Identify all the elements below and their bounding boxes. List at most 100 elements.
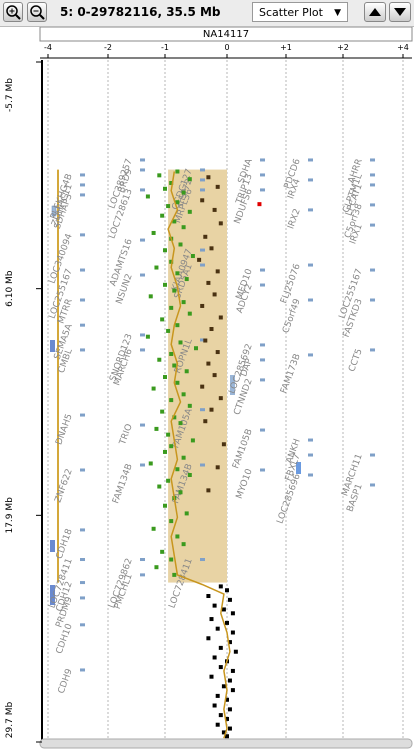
gene-label: TRIO [118, 423, 135, 448]
data-point [181, 190, 186, 195]
data-point [212, 207, 217, 212]
data-point [163, 282, 167, 287]
gene-marker [308, 208, 313, 212]
y-tick-label: 29.7 Mb [5, 702, 15, 739]
data-point [163, 248, 167, 253]
gene-marker [80, 183, 85, 187]
trend-line [167, 171, 231, 739]
data-point [206, 280, 211, 285]
y-tick-label: 6.10 Mb [5, 270, 15, 307]
gene-marker [140, 158, 145, 162]
gene-marker [140, 558, 145, 562]
gene-marker [370, 348, 375, 352]
gene-label: NDUFS6 [233, 187, 255, 225]
data-point [218, 221, 223, 226]
down-icon [394, 8, 406, 16]
gene-marker [200, 338, 205, 342]
data-point [148, 294, 153, 299]
gene-marker [308, 473, 313, 477]
gene-marker [80, 268, 85, 272]
gene-marker [140, 333, 145, 337]
gene-marker [308, 178, 313, 182]
data-point [203, 419, 208, 424]
gene-marker [140, 273, 145, 277]
up-button[interactable] [364, 2, 386, 22]
data-point [181, 455, 186, 460]
data-point [190, 254, 195, 259]
toolbar: 5: 0-29782116, 35.5 Mb Scatter Plot ▼ [0, 0, 414, 27]
gene-marker [260, 268, 265, 272]
data-point [169, 519, 174, 524]
x-tick-label: -2 [104, 43, 112, 52]
gene-label: CDH9 [57, 667, 75, 695]
gene-marker [308, 438, 313, 442]
data-point [166, 432, 171, 437]
gene-label: IRX2 [286, 208, 303, 231]
gene-marker [308, 158, 313, 162]
data-point [163, 503, 167, 508]
y-tick-label: -5.7 Mb [5, 78, 15, 112]
scrollbar[interactable] [39, 738, 413, 749]
data-point [197, 257, 202, 262]
gene-marker [260, 358, 265, 362]
data-point [187, 311, 192, 316]
zoom-in-button[interactable] [3, 2, 23, 22]
data-point [163, 449, 167, 454]
data-point [181, 300, 186, 305]
data-point [209, 407, 214, 412]
gene-marker [200, 463, 205, 467]
data-point [169, 444, 174, 449]
data-point [203, 338, 208, 343]
data-point [178, 242, 183, 247]
cnv-marker [50, 585, 55, 605]
down-button[interactable] [389, 2, 411, 22]
gene-marker [260, 378, 265, 382]
data-point [151, 386, 156, 391]
data-point [175, 271, 180, 276]
gene-marker [80, 348, 85, 352]
data-point [215, 626, 220, 631]
data-point [227, 707, 232, 712]
gene-label: FAM105B [231, 428, 255, 471]
gene-marker [80, 558, 85, 562]
data-point [160, 549, 165, 554]
gene-marker [200, 408, 205, 412]
gene-marker [140, 348, 145, 352]
cnv-marker [50, 340, 55, 352]
data-point [194, 346, 198, 351]
data-point [225, 697, 229, 702]
data-point [178, 340, 183, 345]
gene-marker [80, 581, 85, 585]
view-dropdown[interactable]: Scatter Plot ▼ [252, 2, 348, 22]
data-point [172, 219, 177, 224]
gene-marker [200, 168, 205, 172]
gene-label: ZNF622 [53, 468, 74, 505]
data-point [172, 572, 177, 577]
gene-marker [80, 323, 85, 327]
data-point [227, 597, 232, 602]
gene-marker [200, 263, 205, 267]
gene-marker [370, 483, 375, 487]
x-tick-label: -1 [161, 43, 169, 52]
data-point [227, 640, 232, 645]
data-point [178, 490, 183, 495]
zoom-out-button[interactable] [27, 2, 47, 22]
gene-marker [140, 168, 145, 172]
data-point [230, 611, 235, 616]
data-point [218, 396, 223, 401]
data-point [157, 173, 162, 178]
gene-marker [370, 268, 375, 272]
data-point [230, 630, 235, 635]
data-point [163, 186, 167, 191]
gene-marker [370, 203, 375, 207]
gene-marker [140, 188, 145, 192]
data-point [215, 722, 220, 727]
data-point [169, 259, 174, 264]
gene-marker [80, 413, 85, 417]
data-point [151, 526, 156, 531]
data-point [218, 713, 223, 718]
data-point [215, 269, 220, 274]
data-point [157, 357, 162, 362]
data-point [206, 361, 211, 366]
gene-marker [80, 298, 85, 302]
